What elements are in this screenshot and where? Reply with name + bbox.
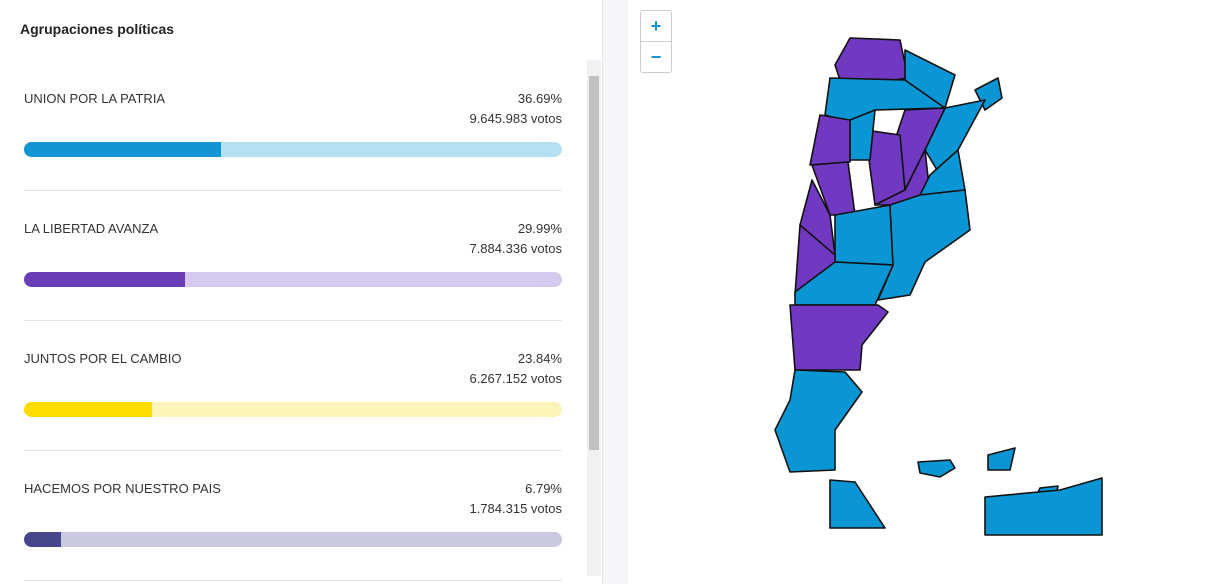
province — [974, 77, 1003, 111]
bar-track — [24, 402, 562, 417]
province — [811, 161, 856, 216]
province — [794, 261, 894, 306]
zoom-in[interactable]: + — [640, 10, 672, 42]
province — [849, 109, 876, 161]
party-percent: 6.79% — [525, 481, 562, 496]
party-item: JUNTOS POR EL CAMBIO 23.84% 6.267.152 voto… — [24, 320, 562, 451]
party-name: UNION POR LA PATRIA — [24, 91, 166, 106]
islands — [917, 459, 956, 478]
province — [829, 479, 886, 529]
province — [904, 49, 956, 109]
party-votes: 1.784.315 votos — [469, 501, 562, 516]
province — [924, 99, 986, 176]
party-item: UNION POR LA PATRIA 36.69% 9.645.983 votos — [24, 60, 562, 191]
bar-track — [24, 272, 562, 287]
party-votes: 7.884.336 votos — [469, 241, 562, 256]
party-votes: 9.645.983 votos — [469, 111, 562, 126]
province — [794, 224, 836, 296]
panel-title: Agrupaciones políticas — [20, 21, 175, 37]
party-item: LA LIBERTAD AVANZA 29.99% 7.884.336 votos — [24, 190, 562, 321]
party-name: HACEMOS POR NUESTRO PAIS — [24, 481, 221, 496]
province — [834, 204, 894, 266]
party-percent: 36.69% — [517, 91, 562, 106]
scrollbar[interactable] — [587, 60, 601, 576]
bar — [24, 532, 61, 547]
bar-track — [24, 142, 562, 157]
bar — [24, 272, 186, 287]
map-panel: + − — [628, 0, 1226, 584]
party-votes: 6.267.152 votos — [469, 371, 562, 386]
islands — [1035, 485, 1059, 498]
bar — [24, 402, 153, 417]
party-percent: 23.84% — [517, 351, 562, 366]
party-item: HACEMOS POR NUESTRO PAIS 6.79% 1.784.315 v… — [24, 450, 562, 581]
province — [774, 369, 863, 473]
map — [774, 37, 1103, 536]
parties-panel: Agrupaciones políticas UNION POR LA PATR… — [0, 0, 603, 584]
province — [894, 107, 946, 191]
province — [874, 149, 931, 206]
islands — [987, 447, 1016, 471]
scroll-thumb[interactable] — [589, 76, 599, 450]
party-list: UNION POR LA PATRIA 36.69% 9.645.983 votos… — [0, 60, 586, 584]
province — [824, 77, 946, 126]
province — [799, 179, 836, 263]
party-name: LA LIBERTAD AVANZA — [24, 221, 159, 236]
province — [809, 114, 851, 166]
bar-track — [24, 532, 562, 547]
province — [789, 304, 889, 371]
zoom-out[interactable]: − — [640, 41, 672, 73]
party-name: JUNTOS POR EL CAMBIO — [24, 351, 182, 366]
province — [864, 129, 906, 206]
province — [834, 37, 909, 83]
antarctica — [984, 477, 1103, 536]
province — [919, 149, 966, 196]
party-percent: 29.99% — [517, 221, 562, 236]
province — [877, 189, 971, 301]
bar — [24, 142, 222, 157]
